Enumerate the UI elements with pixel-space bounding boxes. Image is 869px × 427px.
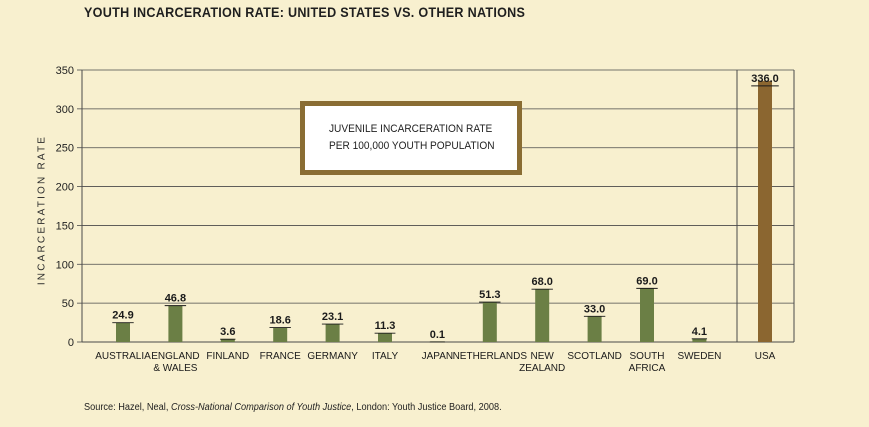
bar-value-label: 33.0: [584, 303, 605, 315]
x-category-label: ITALY: [372, 351, 399, 362]
x-category-label: SWEDEN: [677, 351, 721, 362]
bar-sweden: [692, 338, 707, 342]
bar-italy: [378, 333, 392, 342]
bar-value-label: 336.0: [751, 73, 779, 85]
y-tick-label: 100: [56, 259, 74, 271]
bar-value-label: 18.6: [269, 315, 290, 327]
source-note: Source: Hazel, Neal, Cross-National Comp…: [84, 402, 502, 413]
bar-finland: [220, 339, 235, 342]
bar-scotland: [587, 316, 602, 342]
bar-value-label: 11.3: [375, 320, 396, 332]
y-tick-label: 200: [56, 182, 74, 194]
x-category-label: FINLAND: [206, 351, 249, 362]
y-tick-label: 300: [56, 104, 74, 116]
x-category-label: AUSTRALIA: [95, 351, 151, 362]
bar-england-wales: [168, 305, 183, 342]
y-tick-label: 150: [56, 220, 74, 232]
legend-box: JUVENILE INCARCERATION RATE PER 100,000 …: [300, 101, 522, 175]
source-prefix: Source: Hazel, Neal,: [84, 402, 171, 413]
bar-value-label: 68.0: [531, 276, 552, 288]
legend-line-1: JUVENILE INCARCERATION RATE: [329, 123, 493, 135]
bar-netherlands: [482, 302, 497, 342]
x-category-label: GERMANY: [307, 351, 358, 362]
chart-title: YOUTH INCARCERATION RATE: UNITED STATES …: [84, 4, 526, 20]
x-category-label: NEW: [531, 351, 555, 362]
y-tick-label: 350: [56, 65, 74, 77]
x-category-label: AFRICA: [629, 363, 666, 374]
x-category-label: ENGLAND: [151, 351, 199, 362]
bar-value-label: 69.0: [636, 275, 657, 287]
y-tick-label: 250: [56, 143, 74, 155]
bar-value-label: 46.8: [165, 293, 186, 305]
y-tick-label: 50: [62, 298, 74, 310]
source-suffix: , London: Youth Justice Board, 2008.: [351, 402, 502, 413]
x-category-label: FRANCE: [260, 351, 301, 362]
bar-value-label: 0.1: [430, 329, 445, 341]
bar-value-label: 51.3: [479, 289, 500, 301]
x-category-label: SOUTH: [630, 351, 665, 362]
x-category-label: USA: [755, 351, 776, 362]
bar-value-label: 23.1: [322, 311, 343, 323]
bar-usa: [758, 80, 772, 342]
bar-australia: [116, 322, 130, 342]
x-category-label: SCOTLAND: [567, 351, 621, 362]
bar-south-africa: [640, 288, 654, 342]
bar-new-zealand: [535, 289, 550, 342]
x-category-label: & WALES: [153, 363, 197, 374]
bar-value-label: 4.1: [692, 326, 707, 338]
bar-france: [273, 327, 288, 342]
legend-line-2: PER 100,000 YOUTH POPULATION: [329, 140, 495, 152]
x-category-label: NETHERLANDS: [453, 351, 528, 362]
bar-chart: 0 50 100 150 200 250 300 350 24.9 AUSTRALIA 46.8 EN…: [56, 65, 795, 374]
x-category-label: ZEALAND: [519, 363, 565, 374]
bar-value-label: 24.9: [112, 310, 133, 322]
bar-value-label: 3.6: [220, 326, 235, 338]
bar-germany: [325, 324, 340, 342]
y-tick-label: 0: [68, 337, 74, 349]
source-title: Cross-National Comparison of Youth Justi…: [170, 402, 352, 413]
x-category-label: JAPAN: [422, 351, 454, 362]
